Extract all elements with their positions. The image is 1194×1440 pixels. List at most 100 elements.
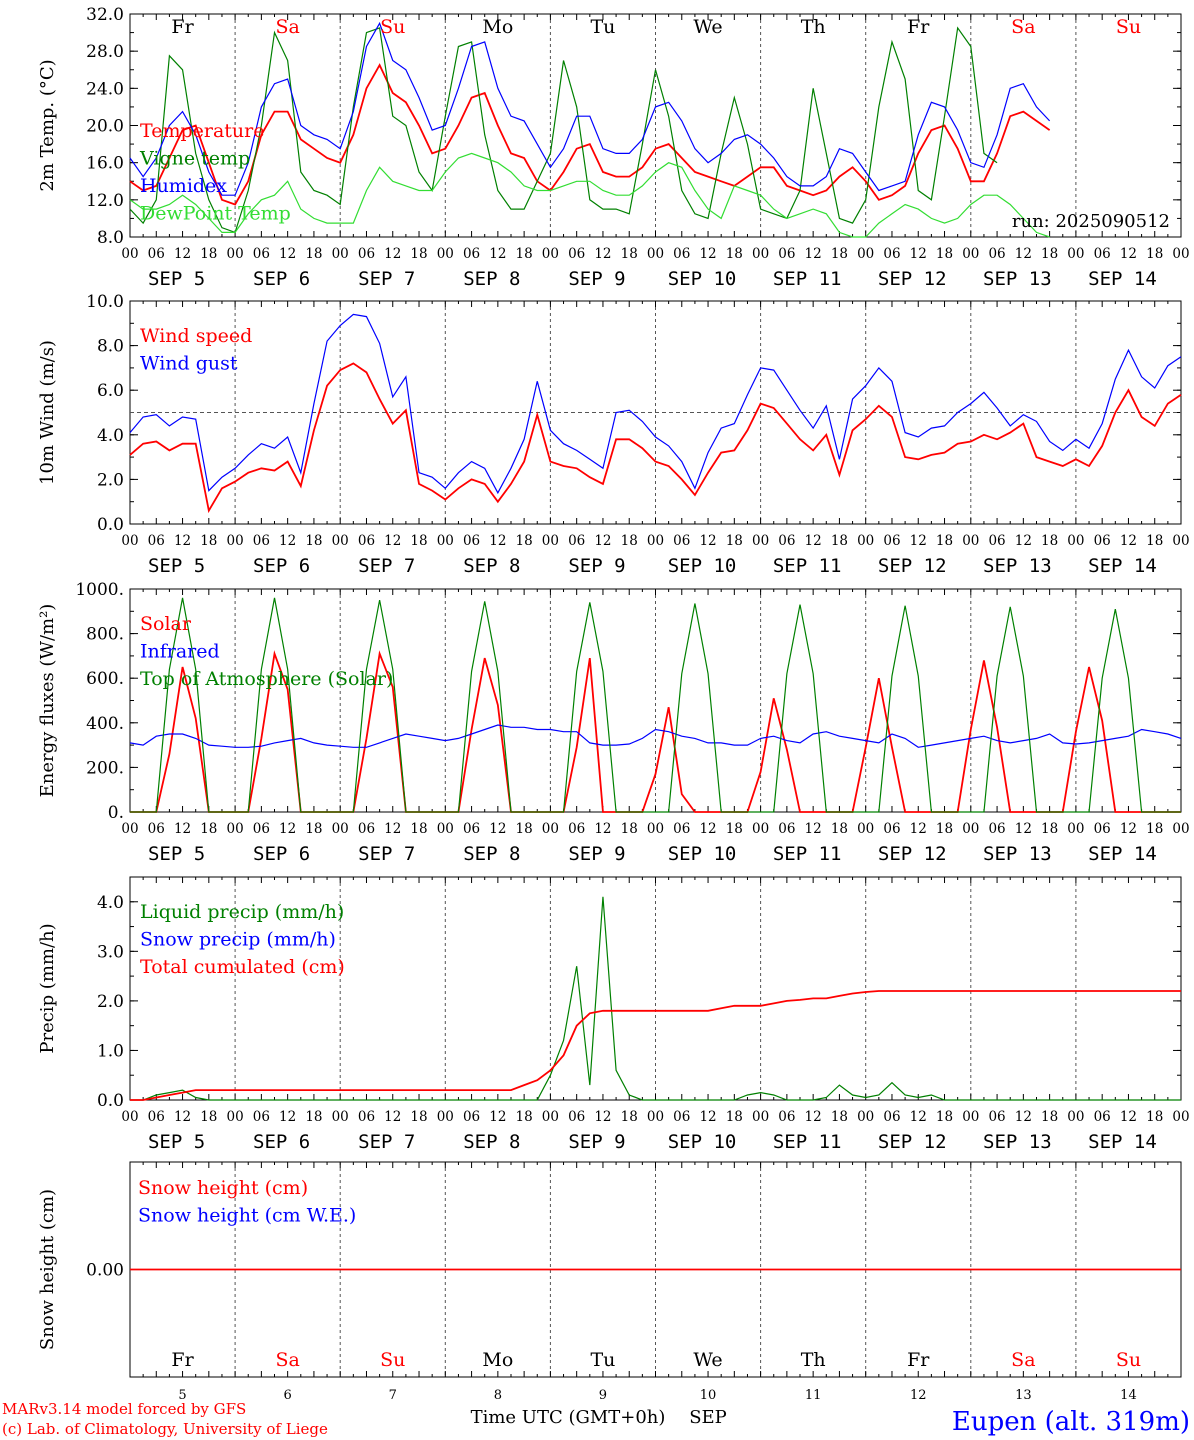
- hour-tick-label: 06: [988, 246, 1005, 262]
- hour-tick-label: 12: [699, 821, 716, 837]
- date-label: SEP 10: [668, 268, 737, 290]
- hour-tick-label: 00: [1067, 246, 1084, 262]
- date-label: SEP 13: [983, 555, 1052, 577]
- hour-tick-label: 12: [1120, 821, 1137, 837]
- hour-tick-label: 00: [542, 1109, 559, 1125]
- hour-tick-label: 06: [148, 246, 165, 262]
- hour-tick-label: 00: [332, 246, 349, 262]
- hour-tick-label: 12: [384, 533, 401, 549]
- hour-tick-label: 00: [121, 533, 138, 549]
- date-number: 11: [805, 1388, 822, 1403]
- legend-entry: Top of Atmosphere (Solar): [140, 668, 393, 690]
- date-label: SEP 14: [1088, 843, 1157, 865]
- hour-tick-label: 00: [332, 533, 349, 549]
- y-tick-label: 12.0: [86, 191, 124, 211]
- hour-tick-label: 06: [673, 533, 690, 549]
- y-tick-label: 0.0: [97, 1091, 124, 1111]
- y-tick-label: 0.00: [86, 1261, 124, 1281]
- panel-5: 0.00 Snow height (cm) Snow height (cm) Snow…: [37, 1161, 1182, 1403]
- hour-tick-label: 00: [857, 1109, 874, 1125]
- legend-entry: Solar: [140, 613, 192, 635]
- hour-tick-label: 12: [279, 821, 296, 837]
- day-name: Tu: [590, 16, 615, 38]
- y-tick-label: 6.0: [97, 381, 124, 401]
- y-axis-title: 2m Temp. (°C): [37, 59, 58, 191]
- day-name: Sa: [275, 16, 299, 38]
- date-label: SEP 9: [568, 268, 625, 290]
- day-name: Fr: [907, 16, 930, 38]
- day-name: Sa: [275, 1349, 299, 1371]
- hour-tick-label: 06: [568, 1109, 585, 1125]
- hour-tick-label: 06: [568, 533, 585, 549]
- hour-tick-label: 12: [174, 1109, 191, 1125]
- day-name: Sa: [1011, 16, 1035, 38]
- y-axis-title: 10m Wind (m/s): [37, 340, 58, 485]
- hour-tick-label: 00: [227, 821, 244, 837]
- day-name: Tu: [590, 1349, 615, 1371]
- hour-tick-label: 00: [857, 821, 874, 837]
- y-tick-label: 4.0: [97, 426, 124, 446]
- y-tick-label: 32.0: [86, 5, 124, 25]
- credit-lab: (c) Lab. of Climatology, University of L…: [2, 1420, 328, 1438]
- hour-tick-label: 00: [962, 246, 979, 262]
- series-vigne-temp: [129, 26, 998, 234]
- hour-tick-label: 18: [831, 1109, 848, 1125]
- hour-tick-label: 18: [831, 821, 848, 837]
- hour-tick-label: 12: [279, 246, 296, 262]
- hour-tick-label: 00: [752, 533, 769, 549]
- date-label: SEP 14: [1088, 1131, 1157, 1153]
- date-label: SEP 7: [358, 1131, 415, 1153]
- date-label: SEP 5: [148, 1131, 205, 1153]
- hour-tick-label: 18: [831, 533, 848, 549]
- hour-tick-label: 12: [174, 246, 191, 262]
- y-tick-label: 28.0: [86, 42, 124, 62]
- date-label: SEP 11: [773, 268, 842, 290]
- hour-tick-label: 06: [778, 821, 795, 837]
- day-name: Mo: [482, 1349, 513, 1371]
- hour-tick-label: 12: [174, 821, 191, 837]
- date-label: SEP 9: [568, 843, 625, 865]
- date-label: SEP 11: [773, 555, 842, 577]
- hour-tick-label: 06: [463, 533, 480, 549]
- hour-tick-label: 00: [752, 1109, 769, 1125]
- hour-tick-label: 12: [489, 246, 506, 262]
- hour-tick-label: 06: [463, 1109, 480, 1125]
- hour-tick-label: 00: [437, 1109, 454, 1125]
- hour-tick-label: 06: [463, 246, 480, 262]
- date-label: SEP 11: [773, 843, 842, 865]
- date-number: 13: [1015, 1388, 1032, 1403]
- hour-tick-label: 12: [489, 533, 506, 549]
- hour-tick-label: 00: [227, 1109, 244, 1125]
- hour-tick-label: 00: [437, 246, 454, 262]
- hour-tick-label: 00: [542, 246, 559, 262]
- y-tick-label: 2.0: [97, 470, 124, 490]
- hour-tick-label: 06: [778, 246, 795, 262]
- hour-tick-label: 12: [910, 821, 927, 837]
- hour-tick-label: 18: [305, 246, 322, 262]
- hour-tick-label: 12: [174, 533, 191, 549]
- series-liquid-precip-mm-h: [130, 896, 1181, 1101]
- y-tick-label: 8.0: [97, 228, 124, 248]
- hour-tick-label: 12: [384, 821, 401, 837]
- panel-3: 0. 200. 400. 600. 800. 1000. Energy fluxes (W/…: [37, 580, 1190, 865]
- hour-tick-label: 18: [410, 1109, 427, 1125]
- date-label: SEP 5: [148, 268, 205, 290]
- hour-tick-label: 18: [516, 246, 533, 262]
- hour-tick-label: 06: [253, 246, 270, 262]
- day-name: Fr: [907, 1349, 930, 1371]
- series-dewpoint-temp: [129, 152, 1050, 238]
- run-annotation: run: 2025090512: [1012, 211, 1170, 232]
- hour-tick-label: 12: [910, 533, 927, 549]
- hour-tick-label: 12: [910, 246, 927, 262]
- hour-tick-label: 18: [621, 821, 638, 837]
- hour-tick-label: 18: [936, 1109, 953, 1125]
- hour-tick-label: 12: [1015, 246, 1032, 262]
- hour-tick-label: 12: [805, 1109, 822, 1125]
- date-label: SEP 10: [668, 555, 737, 577]
- hour-tick-label: 18: [936, 821, 953, 837]
- hour-tick-label: 18: [410, 821, 427, 837]
- y-tick-label: 1.0: [97, 1041, 124, 1061]
- y-axis-title: Precip (mm/h): [37, 923, 58, 1053]
- hour-tick-label: 18: [1041, 1109, 1058, 1125]
- hour-tick-label: 00: [752, 821, 769, 837]
